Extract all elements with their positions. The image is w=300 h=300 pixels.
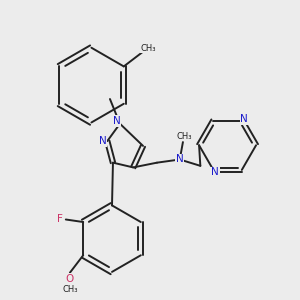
Text: CH₃: CH₃ xyxy=(177,132,192,141)
Text: CH₃: CH₃ xyxy=(141,44,156,53)
Text: N: N xyxy=(99,136,106,146)
Text: N: N xyxy=(211,167,219,178)
Text: N: N xyxy=(176,154,184,164)
Text: N: N xyxy=(113,116,121,126)
Text: N: N xyxy=(241,114,248,124)
Text: F: F xyxy=(56,214,62,224)
Text: CH₃: CH₃ xyxy=(62,285,78,294)
Text: O: O xyxy=(66,274,74,284)
